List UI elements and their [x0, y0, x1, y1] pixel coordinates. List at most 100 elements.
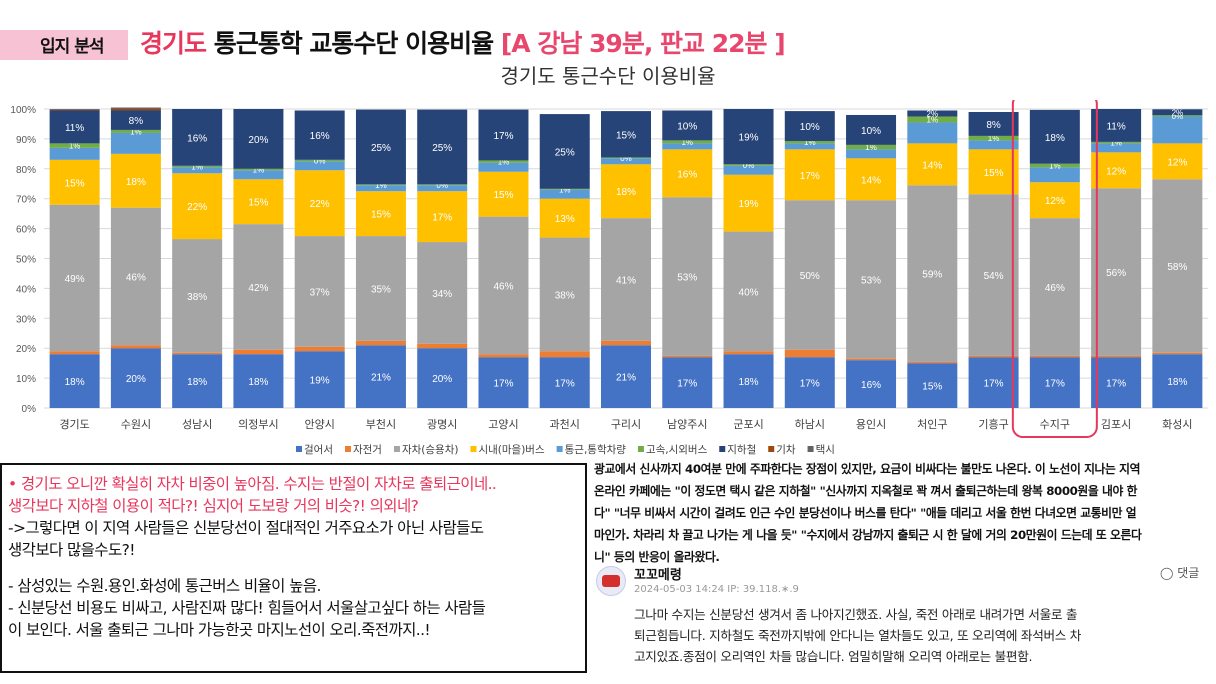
memo-spacer [8, 561, 579, 575]
y-tick-label: 50% [16, 255, 36, 266]
bar-segment [723, 174, 774, 232]
bar-segment [907, 116, 958, 123]
data-label: 19% [310, 376, 330, 387]
data-label: 17% [677, 379, 697, 390]
bar-segment [1152, 116, 1203, 144]
bar-segment [1029, 357, 1080, 408]
bar-segment [49, 351, 100, 355]
data-label: 1% [375, 181, 387, 190]
bar-segment [355, 185, 406, 192]
bar-segment [417, 348, 468, 408]
bar-segment [846, 149, 897, 159]
article-line: 니" 등의 반응이 올라왔다. [594, 550, 720, 564]
legend-label: 통근,통학차량 [565, 444, 627, 456]
bar-segment [417, 185, 468, 192]
data-label: 1% [191, 163, 203, 172]
bar-segment [846, 144, 897, 150]
bar-segment [846, 360, 897, 408]
bar-segment [417, 242, 468, 344]
x-tick-label: 수원시 [121, 418, 151, 431]
x-tick-label: 김포시 [1101, 418, 1131, 431]
data-label: 11% [65, 123, 84, 134]
x-tick-label: 화성시 [1162, 418, 1192, 431]
bar-segment [968, 194, 1019, 356]
bar-segment [601, 218, 651, 341]
bar-stack: 18% 38% 22% 1% 16% [172, 109, 223, 408]
x-tick-label: 고양시 [488, 418, 518, 431]
bar-segment [723, 165, 774, 175]
bar-segment [478, 354, 529, 358]
x-tick-label: 부천시 [366, 417, 396, 431]
speech-bubble-icon: ◯ [1160, 566, 1178, 580]
bar-stack: 17% 53% 16% 1% 10% [662, 110, 713, 408]
comment-author[interactable]: 꼬꼬메령 [634, 568, 682, 583]
bar-segment [601, 340, 651, 346]
data-label: 53% [861, 275, 881, 286]
team-logo-icon [602, 575, 620, 587]
comment-line: 퇴근힘듭니다. 지하철도 죽전까지밖에 안다니는 열차들도 있고, 또 오리역에… [634, 628, 1082, 643]
memo-line: 이 보인다. 서울 출퇴근 그나마 가능한곳 마지노선이 오리.죽전까지..! [8, 621, 431, 639]
bar-segment [907, 361, 958, 364]
data-label: 35% [371, 284, 391, 295]
reply-button[interactable]: ◯ 댓글 [1160, 564, 1199, 581]
bar-stack: 20% 34% 17% 0% 25% [417, 109, 468, 408]
data-label: 18% [1045, 133, 1065, 144]
bar-segment [1091, 355, 1142, 358]
bar-stack: 17% 46% 15% 1% 17% [478, 109, 529, 408]
data-label: 20% [248, 135, 268, 146]
data-label: 18% [65, 377, 85, 388]
data-label: 1% [865, 143, 877, 152]
data-label: 1% [804, 138, 816, 147]
bar-segment [846, 200, 897, 359]
legend-swatch [719, 446, 726, 452]
x-tick-label: 하남시 [795, 417, 825, 431]
data-label: 16% [310, 131, 330, 142]
data-label: 25% [371, 143, 391, 154]
bar-segment [723, 354, 774, 408]
bar-segment [355, 184, 406, 186]
bar-segment [294, 351, 345, 408]
y-tick-label: 100% [10, 105, 36, 116]
bar-segment [846, 114, 897, 145]
bar-segment [478, 357, 529, 408]
section-tag: 입지 분석 [40, 37, 104, 57]
chart-legend: 걸어서 자전거 자차(승용차) 시내(마을)버스 통근,통학차량 고속,시외버스 지하철 기차… [296, 443, 835, 456]
data-label: 20% [432, 374, 452, 385]
bar-segment [172, 167, 223, 174]
data-label: 49% [65, 274, 85, 285]
bar-segment [662, 355, 713, 358]
bar-segment [539, 189, 590, 199]
comment-body: 그나마 수지는 신분당선 생겨서 좀 나아지긴했죠. 사실, 죽전 아래로 내려… [634, 604, 1206, 667]
comment-meta: 2024-05-03 14:24 IP: 39.118.∗.9 [634, 584, 799, 595]
highlight-box [1011, 100, 1098, 438]
data-label: 19% [739, 199, 759, 210]
bar-segment [233, 170, 284, 180]
data-label: 17% [493, 379, 513, 390]
bar-segment [1029, 167, 1080, 183]
data-label: 50% [800, 271, 820, 282]
comment-line: 고지있죠.종점이 오리역인 차들 많습니다. 엄밀히말해 오리역 아래로는 불편… [634, 649, 1033, 664]
y-tick-label: 60% [16, 225, 36, 236]
bar-segment [478, 171, 529, 217]
bar-segment [662, 149, 713, 198]
data-label: 10% [861, 126, 881, 137]
bar-segment [49, 204, 100, 352]
data-label: 42% [248, 283, 268, 294]
bar-stack: 19% 37% 22% 0% 16% [294, 110, 345, 408]
bar-segment [172, 173, 223, 240]
bar-stack: 15% 59% 14% 1%2% [907, 109, 958, 408]
data-label: 2% [1172, 108, 1184, 117]
data-label: 17% [493, 131, 513, 142]
data-label: 15% [984, 168, 1004, 179]
bar-segment [539, 188, 590, 190]
data-label: 1% [927, 115, 939, 124]
bar-segment [539, 237, 590, 352]
bar-segment [662, 110, 713, 141]
bar-segment [294, 236, 345, 347]
data-label: 1% [681, 138, 693, 147]
bar-segment [1091, 188, 1142, 356]
data-label: 1% [69, 142, 81, 151]
memo-line: • 경기도 오니깐 확실히 자차 비중이 높아짐. 수지는 반절이 자차로 출퇴… [8, 475, 497, 493]
section-tag-background [0, 30, 128, 60]
avatar[interactable] [596, 566, 626, 596]
